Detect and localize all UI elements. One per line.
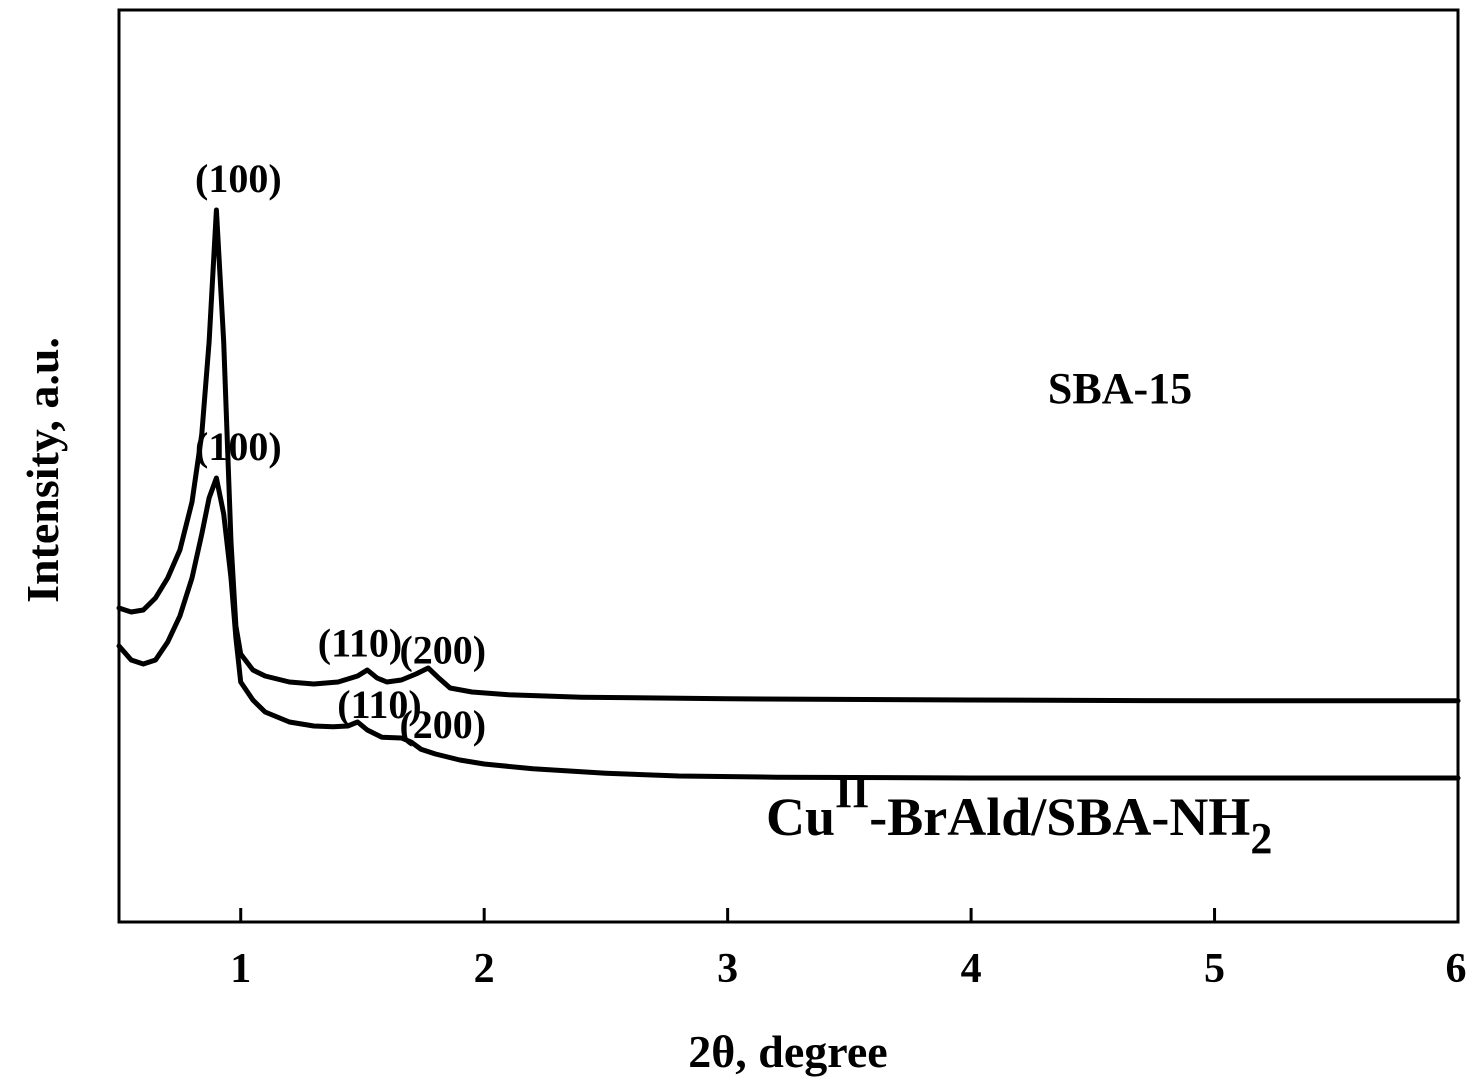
- x-tick-label: 3: [717, 946, 738, 992]
- x-tick-label: 4: [961, 946, 982, 992]
- series-line-sba-15: [116, 207, 1461, 704]
- x-axis-ticks: 1 2 3 4 5 6: [230, 908, 1467, 992]
- series-label-cu-brald-sba-nh2: CuII-BrAld/SBA-NH2: [766, 768, 1272, 863]
- peak-annotations: (100)(110)(200)(100)(110)(200): [195, 156, 486, 747]
- y-axis-title: Intensity, a.u.: [17, 337, 68, 603]
- x-axis-title: 2θ, degree: [688, 1026, 887, 1077]
- peak-annotation: (100): [195, 156, 282, 201]
- series-label-sba-15: SBA-15: [1048, 364, 1192, 413]
- series-label-cu: Cu: [766, 787, 835, 847]
- series-label-subscript: 2: [1250, 814, 1272, 863]
- x-tick-label: 6: [1446, 946, 1467, 992]
- peak-annotation: (100): [195, 424, 282, 469]
- peak-annotation: (200): [399, 628, 486, 673]
- series-label-middle: -BrAld/SBA-NH: [869, 787, 1250, 847]
- x-tick-label: 1: [230, 946, 251, 992]
- x-tick-label: 5: [1204, 946, 1225, 992]
- x-tick-label: 2: [474, 946, 495, 992]
- peak-annotation: (200): [399, 702, 486, 747]
- peak-annotation: (110): [337, 682, 421, 727]
- series-line-cu-brald-sba-nh2: [116, 475, 1461, 781]
- series-label-superscript: II: [835, 768, 869, 817]
- plot-frame: [117, 8, 1460, 924]
- peak-annotation: (110): [318, 621, 402, 666]
